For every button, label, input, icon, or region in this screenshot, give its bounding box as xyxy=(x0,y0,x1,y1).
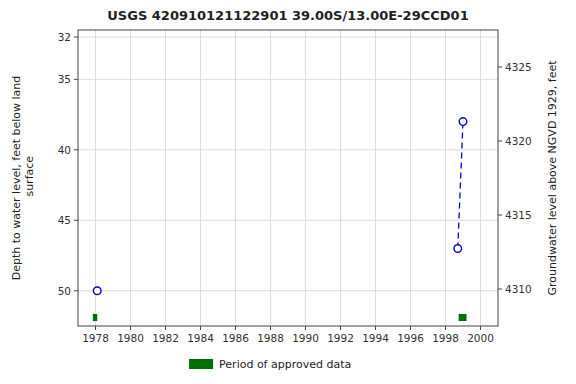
x-tick xyxy=(445,326,446,330)
x-tick xyxy=(480,326,481,330)
chart: 1978 1980 1982 1984 1986 1988 1990 1992 1994 1996… xyxy=(0,0,576,384)
data-point xyxy=(93,287,101,295)
y2-tick-label: 4315 xyxy=(505,209,532,221)
x-tick-label: 1992 xyxy=(327,332,354,344)
x-tick xyxy=(270,326,271,330)
x-tick-label: 1980 xyxy=(117,332,144,344)
grid-line-y xyxy=(78,290,498,291)
x-tick-label: 1984 xyxy=(187,332,214,344)
connector-line xyxy=(458,122,463,249)
grid-line-x xyxy=(410,30,411,326)
x-tick-label: 1994 xyxy=(362,332,389,344)
x-tick xyxy=(375,326,376,330)
y-tick xyxy=(74,220,78,221)
x-tick xyxy=(200,326,201,330)
grid-line-x xyxy=(165,30,166,326)
y-tick-label: 35 xyxy=(58,73,71,85)
grid-line-x xyxy=(270,30,271,326)
x-tick xyxy=(235,326,236,330)
y2-tick xyxy=(498,141,502,142)
x-tick-label: 1988 xyxy=(257,332,284,344)
y-tick xyxy=(74,79,78,80)
grid-line-x xyxy=(340,30,341,326)
background xyxy=(0,0,576,384)
data-point xyxy=(454,245,462,253)
legend-label: Period of approved data xyxy=(219,358,351,371)
y2-tick xyxy=(498,289,502,290)
grid-line-x xyxy=(445,30,446,326)
x-tick-label: 2000 xyxy=(467,332,494,344)
x-tick xyxy=(165,326,166,330)
x-tick xyxy=(95,326,96,330)
legend-swatch xyxy=(189,359,213,369)
y2-tick xyxy=(498,215,502,216)
grid-line-y xyxy=(78,79,498,80)
grid-line-x xyxy=(480,30,481,326)
y-tick xyxy=(74,290,78,291)
grid-line-x xyxy=(375,30,376,326)
y-tick-label: 32 xyxy=(58,31,71,43)
x-tick-label: 1978 xyxy=(82,332,109,344)
x-tick-label: 1996 xyxy=(397,332,424,344)
x-tick xyxy=(130,326,131,330)
x-tick-label: 1990 xyxy=(292,332,319,344)
y2-axis-label: Groundwater level above NGVD 1929, feet xyxy=(546,60,559,296)
x-tick xyxy=(305,326,306,330)
x-tick xyxy=(340,326,341,330)
y2-tick xyxy=(498,67,502,68)
axes: 1978 1980 1982 1984 1986 1988 1990 1992 1994 1996… xyxy=(58,31,532,344)
x-tick xyxy=(410,326,411,330)
title: USGS 420910121122901 39.00S/13.00E-29CCD… xyxy=(107,8,468,23)
y-tick xyxy=(74,149,78,150)
data-point xyxy=(459,118,467,126)
grid-line-y xyxy=(78,220,498,221)
y-tick xyxy=(74,37,78,38)
approved-period xyxy=(459,314,467,321)
legend: Period of approved data xyxy=(189,358,351,371)
grid-line-x xyxy=(200,30,201,326)
x-tick-label: 1998 xyxy=(432,332,459,344)
marks xyxy=(93,118,467,321)
grid-line-y xyxy=(78,149,498,150)
x-tick-label: 1986 xyxy=(222,332,249,344)
y-axis-label-line: surface xyxy=(23,156,36,200)
grid xyxy=(78,30,498,326)
y2-tick-label: 4325 xyxy=(505,61,532,73)
y2-tick-label: 4320 xyxy=(505,135,532,147)
y2-tick-label: 4310 xyxy=(505,283,532,295)
y-tick-label: 45 xyxy=(58,214,71,226)
grid-line-y xyxy=(78,37,498,38)
approved-period xyxy=(93,314,97,321)
y-axis-label-line: Depth to water level, feet below land xyxy=(10,76,23,281)
y-tick-label: 40 xyxy=(58,144,71,156)
x-tick-label: 1982 xyxy=(152,332,179,344)
y-axis-label: Depth to water level, feet below land su… xyxy=(10,76,36,281)
grid-line-x xyxy=(305,30,306,326)
y-tick-label: 50 xyxy=(58,285,71,297)
plot-frame xyxy=(78,30,498,326)
grid-line-x xyxy=(130,30,131,326)
grid-line-x xyxy=(95,30,96,326)
grid-line-x xyxy=(235,30,236,326)
